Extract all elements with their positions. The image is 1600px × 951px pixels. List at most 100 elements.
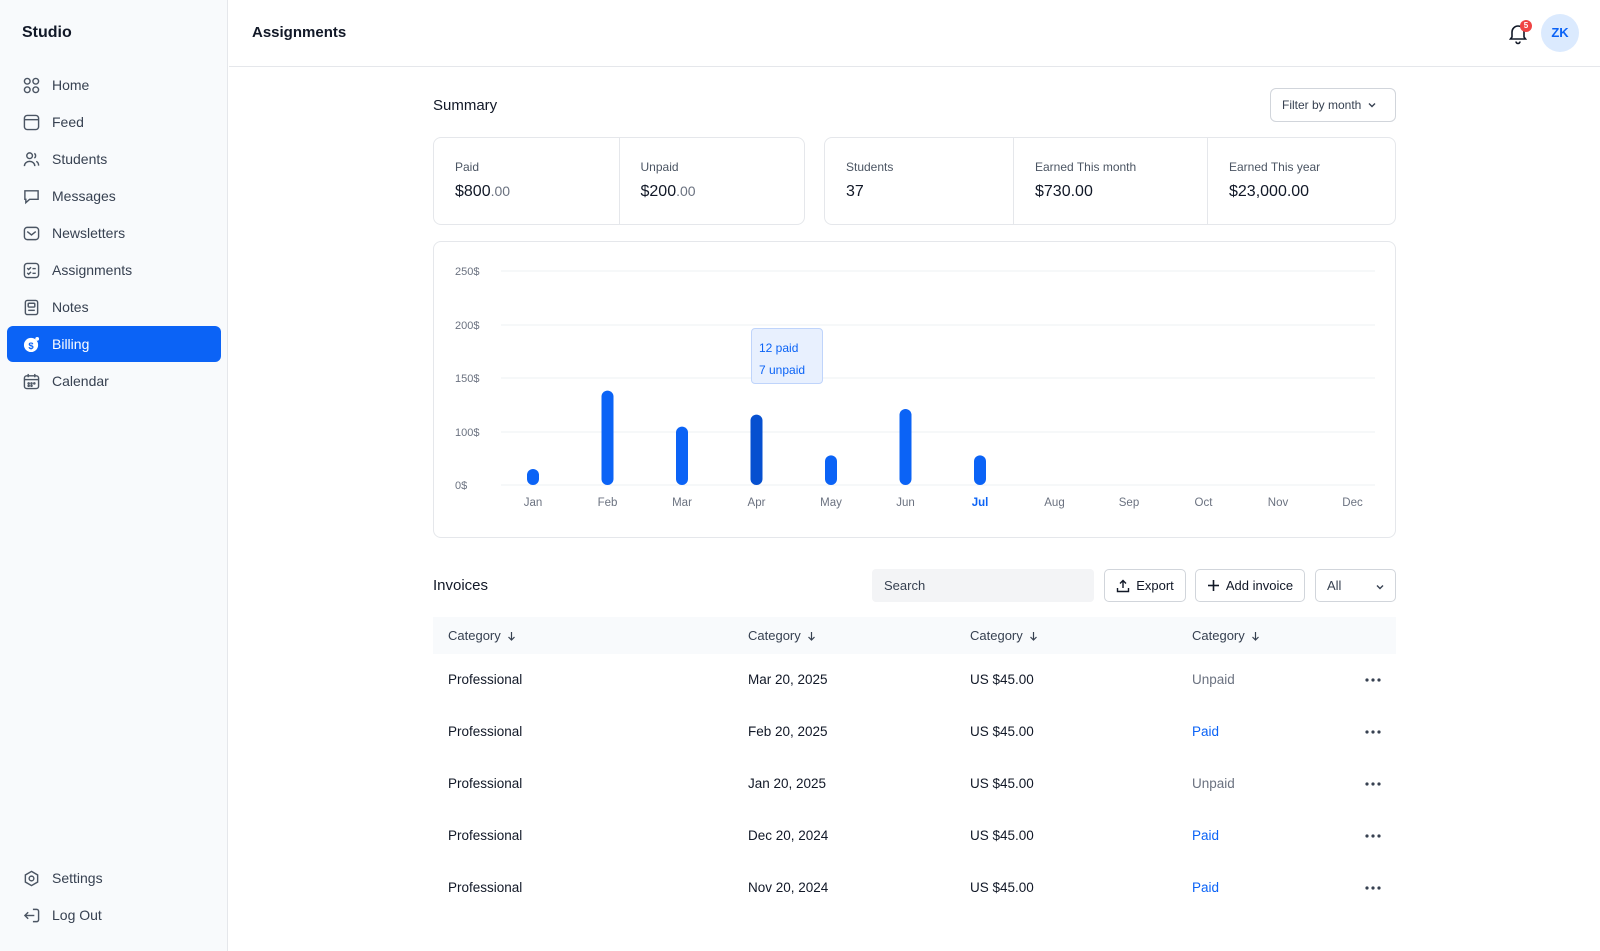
arrow-down-icon [1251, 631, 1259, 641]
table-row[interactable]: Professional Jan 20, 2025 US $45.00 Unpa… [433, 758, 1396, 810]
upload-icon [1117, 579, 1130, 592]
invoice-table-header: Category Category Category Category [433, 617, 1396, 654]
sidebar-item-label: Calendar [52, 373, 109, 389]
cell-amount: US $45.00 [970, 776, 1034, 791]
chart-bar-jul[interactable] [974, 455, 986, 485]
export-button[interactable]: Export [1104, 569, 1186, 602]
column-label: Category [1192, 628, 1245, 643]
plus-icon [1207, 580, 1219, 591]
table-row[interactable]: Professional Feb 20, 2025 US $45.00 Paid [433, 706, 1396, 758]
sidebar-item-label: Students [52, 151, 108, 167]
stat-amount: $200 [640, 183, 677, 200]
sidebar-item-billing[interactable]: $ Billing [7, 326, 221, 362]
cell-category: Professional [448, 672, 523, 687]
sidebar-item-messages[interactable]: Messages [7, 178, 221, 214]
table-row[interactable]: Professional Mar 20, 2025 US $45.00 Unpa… [433, 654, 1396, 706]
sidebar-item-logout[interactable]: Log Out [7, 897, 221, 933]
cell-date: Jan 20, 2025 [748, 776, 827, 791]
sidebar-item-notes[interactable]: Notes [7, 289, 221, 325]
sidebar-item-assignments[interactable]: Assignments [7, 252, 221, 288]
stat-label: Earned This year [1229, 160, 1321, 174]
feed-icon [23, 114, 40, 130]
cell-status: Paid [1192, 828, 1220, 843]
notification-badge: 5 [1520, 20, 1532, 32]
users-icon [23, 151, 40, 166]
x-tick-label: Sep [1119, 497, 1139, 509]
grid-icon [23, 77, 40, 93]
sidebar-item-newsletters[interactable]: Newsletters [7, 215, 221, 251]
y-tick-label: 150$ [455, 373, 479, 385]
arrow-down-icon [507, 631, 515, 641]
sidebar-item-label: Assignments [52, 262, 133, 278]
add-invoice-label: Add invoice [1225, 578, 1294, 593]
sidebar-item-label: Home [52, 77, 90, 93]
message-icon [24, 189, 39, 204]
x-tick-label: Aug [1044, 497, 1064, 509]
cell-date: Feb 20, 2025 [748, 724, 828, 739]
chart-bar-may[interactable] [825, 455, 837, 485]
note-icon [24, 299, 39, 315]
stat-students: Students 37 [825, 138, 1014, 224]
status-filter-select[interactable]: All [1315, 569, 1396, 602]
stat-value: $730.00 [1035, 183, 1093, 200]
sidebar-item-settings[interactable]: Settings [7, 860, 221, 896]
table-row[interactable]: Professional Dec 20, 2024 US $45.00 Paid [433, 810, 1396, 862]
filter-label: Filter by month [1282, 98, 1362, 112]
chart-bar-jun[interactable] [899, 409, 912, 485]
column-header[interactable]: Category [1192, 628, 1260, 643]
add-invoice-button[interactable]: Add invoice [1195, 569, 1305, 602]
stat-value: $800.00 [455, 183, 510, 201]
earnings-summary-card: Students 37 Earned This month $730.00 Ea… [824, 137, 1396, 225]
sidebar-item-label: Notes [52, 299, 89, 315]
sidebar-item-label: Billing [52, 336, 90, 352]
more-options-icon[interactable] [1363, 673, 1383, 687]
more-options-icon[interactable] [1363, 829, 1383, 843]
more-options-icon[interactable] [1363, 881, 1383, 895]
stat-unpaid: Unpaid $200.00 [620, 138, 805, 224]
cell-category: Professional [448, 776, 523, 791]
chevron-down-icon [1368, 103, 1376, 108]
column-label: Category [448, 628, 501, 643]
column-header[interactable]: Category [748, 628, 816, 643]
column-header[interactable]: Category [448, 628, 516, 643]
chart-bar-apr[interactable] [750, 414, 763, 485]
chart-bar-feb[interactable] [601, 390, 614, 485]
more-options-icon[interactable] [1363, 777, 1383, 791]
cell-category: Professional [448, 880, 523, 895]
chart-bar-mar[interactable] [676, 426, 688, 485]
avatar[interactable]: ZK [1541, 14, 1579, 52]
x-tick-label: Dec [1342, 497, 1363, 509]
billing-chart-card: 250$ 200$ 150$ 100$ 0$ Jan Feb Mar Apr May Jun Jul A… [433, 241, 1396, 538]
cell-amount: US $45.00 [970, 828, 1034, 843]
settings-icon [24, 870, 39, 886]
cell-status: Paid [1192, 880, 1220, 895]
chart-bar-jan[interactable] [527, 469, 539, 485]
top-header: Assignments 5 ZK [229, 0, 1600, 67]
cell-date: Dec 20, 2024 [748, 828, 829, 843]
stat-label: Unpaid [640, 160, 679, 174]
x-tick-label: May [820, 497, 842, 509]
y-tick-label: 250$ [455, 266, 479, 278]
sidebar-item-label: Feed [52, 114, 84, 130]
filter-by-month-dropdown[interactable]: Filter by month [1270, 88, 1396, 122]
sidebar-item-home[interactable]: Home [7, 67, 221, 103]
cell-status: Paid [1192, 724, 1220, 739]
tooltip-paid: 12 paid [759, 341, 799, 355]
sidebar-item-feed[interactable]: Feed [7, 104, 221, 140]
x-tick-label: Oct [1195, 497, 1214, 509]
search-input[interactable] [872, 569, 1094, 602]
cell-status: Unpaid [1192, 776, 1235, 791]
table-row[interactable]: Professional Nov 20, 2024 US $45.00 Paid [433, 862, 1396, 914]
column-label: Category [970, 628, 1023, 643]
svg-text:$: $ [28, 340, 34, 351]
calendar-icon [23, 373, 40, 389]
sidebar-item-calendar[interactable]: Calendar [7, 363, 221, 399]
stat-amount: $800 [455, 183, 491, 200]
column-header[interactable]: Category [970, 628, 1038, 643]
cell-category: Professional [448, 828, 523, 843]
x-tick-label: Feb [598, 497, 618, 509]
y-tick-label: 100$ [455, 427, 479, 439]
sidebar-item-students[interactable]: Students [7, 141, 221, 177]
more-options-icon[interactable] [1363, 725, 1383, 739]
cell-category: Professional [448, 724, 523, 739]
